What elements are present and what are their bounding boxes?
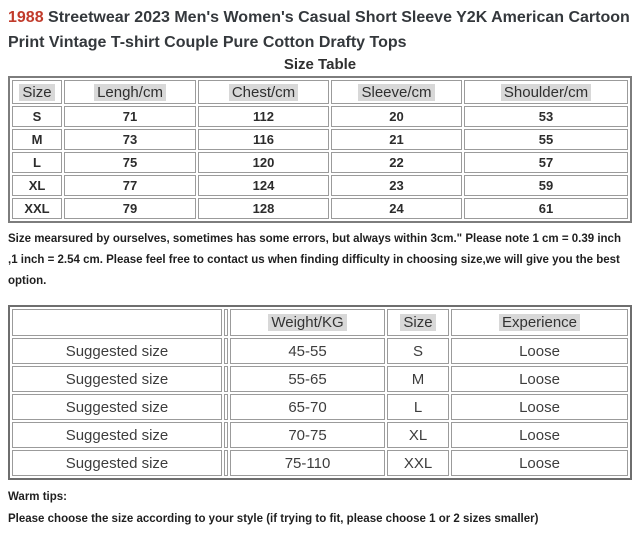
- size-cell: XL: [12, 175, 62, 196]
- suggested-label-cell: Suggested size: [12, 422, 222, 448]
- shoulder-cell: 57: [464, 152, 628, 173]
- size-table-header-row: Size Lengh/cm Chest/cm Sleeve/cm Shoulde…: [12, 80, 628, 104]
- col-header-weight: Weight/KG: [230, 309, 385, 336]
- shoulder-cell: 61: [464, 198, 628, 219]
- size-cell: XXL: [387, 450, 449, 476]
- col-header-size2: Size: [387, 309, 449, 336]
- experience-cell: Loose: [451, 394, 628, 420]
- col-header-experience-label: Experience: [498, 314, 581, 331]
- product-title-code: 1988: [8, 9, 44, 26]
- weight-cell: 45-55: [230, 338, 385, 364]
- experience-cell: Loose: [451, 422, 628, 448]
- length-cell: 77: [64, 175, 196, 196]
- col-header-length: Lengh/cm: [64, 80, 196, 104]
- size-table-row-xxl: XXL 79 128 24 61: [12, 198, 628, 219]
- col-header-weight-label: Weight/KG: [268, 314, 347, 331]
- suggested-label-cell: Suggested size: [12, 366, 222, 392]
- col-header-sleeve-label: Sleeve/cm: [358, 83, 435, 101]
- size-table-heading: Size Table: [283, 56, 357, 73]
- col-header-experience: Experience: [451, 309, 628, 336]
- size-cell: S: [387, 338, 449, 364]
- suggest-row-xxl: Suggested size 75-110 XXL Loose: [12, 450, 628, 476]
- size-cell: XXL: [12, 198, 62, 219]
- size-table-row-s: S 71 112 20 53: [12, 106, 628, 127]
- size-cell: S: [12, 106, 62, 127]
- suggest-row-l: Suggested size 65-70 L Loose: [12, 394, 628, 420]
- spacer-cell: [224, 450, 228, 476]
- suggested-label-cell: Suggested size: [12, 394, 222, 420]
- length-cell: 71: [64, 106, 196, 127]
- suggest-table-header-row: Weight/KG Size Experience: [12, 309, 628, 336]
- warm-tips-label: Warm tips:: [8, 491, 67, 503]
- col-header-shoulder-label: Shoulder/cm: [500, 83, 592, 101]
- size-table-row-l: L 75 120 22 57: [12, 152, 628, 173]
- size-cell: L: [387, 394, 449, 420]
- warm-tips-text: Please choose the size according to your…: [8, 513, 539, 525]
- experience-cell: Loose: [451, 450, 628, 476]
- spacer-cell: [224, 338, 228, 364]
- col-header-empty: [12, 309, 222, 336]
- suggested-label-cell: Suggested size: [12, 450, 222, 476]
- product-title: 1988 Streetwear 2023 Men's Women's Casua…: [8, 5, 632, 55]
- suggest-row-xl: Suggested size 70-75 XL Loose: [12, 422, 628, 448]
- size-cell: L: [12, 152, 62, 173]
- sleeve-cell: 22: [331, 152, 462, 173]
- col-header-shoulder: Shoulder/cm: [464, 80, 628, 104]
- length-cell: 75: [64, 152, 196, 173]
- shoulder-cell: 59: [464, 175, 628, 196]
- experience-cell: Loose: [451, 366, 628, 392]
- spacer-cell: [224, 422, 228, 448]
- chest-cell: 112: [198, 106, 329, 127]
- col-header-size-label: Size: [19, 83, 55, 101]
- suggest-row-m: Suggested size 55-65 M Loose: [12, 366, 628, 392]
- sleeve-cell: 20: [331, 106, 462, 127]
- weight-cell: 75-110: [230, 450, 385, 476]
- size-cell: XL: [387, 422, 449, 448]
- col-header-sleeve: Sleeve/cm: [331, 80, 462, 104]
- col-header-size2-label: Size: [400, 314, 436, 331]
- chest-cell: 120: [198, 152, 329, 173]
- col-header-size: Size: [12, 80, 62, 104]
- size-table: Size Lengh/cm Chest/cm Sleeve/cm Shoulde…: [8, 76, 632, 223]
- spacer-cell: [224, 309, 228, 336]
- spacer-cell: [224, 394, 228, 420]
- length-cell: 73: [64, 129, 196, 150]
- weight-cell: 65-70: [230, 394, 385, 420]
- chest-cell: 128: [198, 198, 329, 219]
- size-cell: M: [12, 129, 62, 150]
- spacer-cell: [224, 366, 228, 392]
- suggested-size-table: Weight/KG Size Experience Suggested size…: [8, 305, 632, 480]
- length-cell: 79: [64, 198, 196, 219]
- col-header-chest: Chest/cm: [198, 80, 329, 104]
- sleeve-cell: 21: [331, 129, 462, 150]
- suggested-label-cell: Suggested size: [12, 338, 222, 364]
- sleeve-cell: 24: [331, 198, 462, 219]
- size-table-row-xl: XL 77 124 23 59: [12, 175, 628, 196]
- chest-cell: 116: [198, 129, 329, 150]
- shoulder-cell: 53: [464, 106, 628, 127]
- col-header-length-label: Lengh/cm: [94, 83, 166, 101]
- shoulder-cell: 55: [464, 129, 628, 150]
- measurement-note: Size mearsured by ourselves, sometimes h…: [8, 233, 621, 287]
- sleeve-cell: 23: [331, 175, 462, 196]
- chest-cell: 124: [198, 175, 329, 196]
- col-header-chest-label: Chest/cm: [228, 83, 299, 101]
- weight-cell: 70-75: [230, 422, 385, 448]
- suggest-row-s: Suggested size 45-55 S Loose: [12, 338, 628, 364]
- size-table-row-m: M 73 116 21 55: [12, 129, 628, 150]
- product-title-text: Streetwear 2023 Men's Women's Casual Sho…: [8, 9, 630, 51]
- experience-cell: Loose: [451, 338, 628, 364]
- size-cell: M: [387, 366, 449, 392]
- weight-cell: 55-65: [230, 366, 385, 392]
